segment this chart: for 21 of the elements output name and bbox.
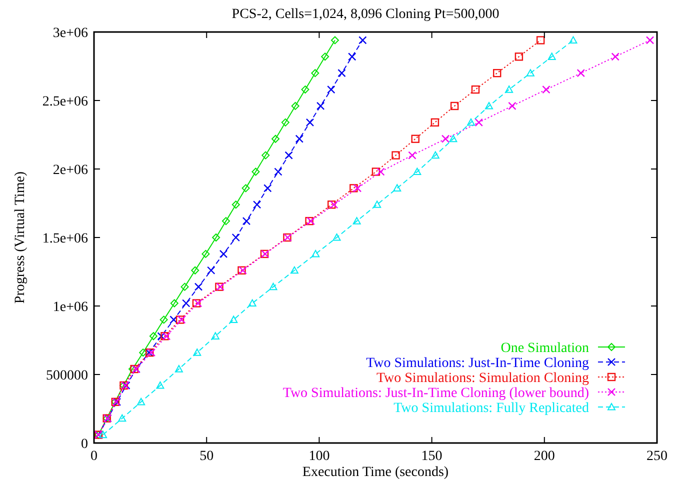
y-tick-label: 0 [81, 437, 88, 452]
chart-title: PCS-2, Cells=1,024, 8,096 Cloning Pt=500,000 [232, 7, 500, 22]
y-tick-label: 2e+06 [52, 163, 88, 178]
legend-label: Two Simulations: Just-In-Time Cloning [366, 356, 589, 371]
y-axis-title: Progress (Virtual Time) [13, 171, 28, 304]
x-tick-label: 150 [421, 449, 442, 464]
legend-label: One Simulation [500, 341, 589, 356]
y-tick-label: 1e+06 [52, 300, 88, 315]
y-tick-label: 1.5e+06 [42, 232, 88, 246]
y-tick-label: 2.5e+06 [42, 94, 88, 110]
legend-label: Two Simulations: Simulation Cloning [376, 371, 589, 386]
legend-label: Two Simulations: Just-In-Time Cloning (lower bound) [282, 386, 590, 401]
x-axis-title: Execution Time (seconds) [302, 465, 449, 480]
y-tick-label: 500000 [46, 368, 88, 384]
x-tick-label: 100 [308, 449, 330, 464]
x-tick-label: 50 [200, 449, 214, 464]
x-tick-label: 250 [646, 449, 668, 464]
x-tick-label: 0 [90, 449, 98, 464]
x-tick-label: 200 [534, 449, 555, 464]
legend-label: Two Simulations: Fully Replicated [394, 401, 589, 416]
y-tick-label: 3e+06 [52, 26, 88, 41]
